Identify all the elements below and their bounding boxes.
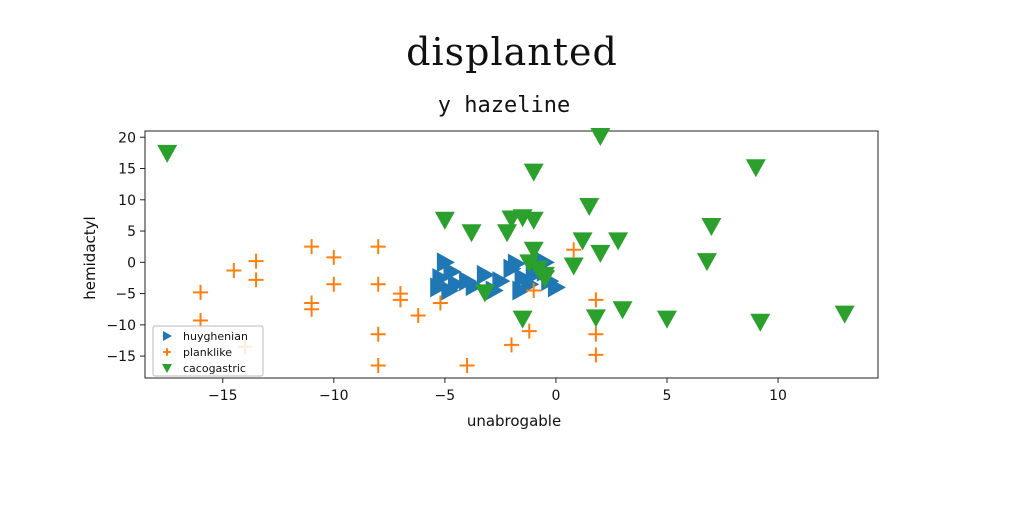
cacogastric-point [563,257,584,276]
planklike-point [304,239,320,255]
huyghenian-point [476,264,495,285]
cacogastric-point [590,244,611,263]
x-tick-label: 5 [663,388,672,404]
y-tick-label: 15 [118,162,136,178]
y-tick-label: 5 [127,224,136,240]
legend-label: huyghenian [183,330,248,343]
cacogastric-point [585,309,606,328]
planklike-point [304,301,320,317]
cacogastric-point [608,232,629,251]
planklike-point [370,276,386,292]
huyghenian-point [547,277,566,298]
planklike-point [248,272,264,288]
planklike-point [504,337,519,353]
planklike-point [326,276,342,292]
cacogastric-point [750,313,771,332]
planklike-point [588,347,604,363]
legend-label: planklike [183,346,232,359]
planklike-point [226,262,242,278]
y-axis-label: hemidactyl [81,216,99,299]
cacogastric-point [656,310,677,329]
x-tick-label: −5 [435,388,456,404]
legend-box [152,325,264,377]
legend-label: cacogastric [183,362,246,375]
cacogastric-point [523,211,544,230]
planklike-point [459,357,475,373]
planklike-point [410,307,426,323]
cacogastric-point [612,301,633,320]
huyghenian-point [512,280,531,301]
x-tick-label: −10 [319,388,349,404]
cacogastric-point [523,163,544,182]
legend-marker-planklike [163,348,171,356]
huyghenian-point [441,280,460,301]
legend-marker-cacogastric [162,364,172,373]
cacogastric-point [579,198,600,217]
y-tick-label: −15 [106,349,136,365]
plot-area: −15 −10 −5 0 5 10 −15 −10 −5 0 5 10 15 20 huyghenian pl… [106,128,879,404]
planklike-point [370,326,386,342]
cacogastric-point [523,241,544,260]
cacogastric-point [519,254,540,273]
planklike-point [370,357,386,373]
cacogastric-point [474,284,495,303]
planklike-point [193,284,209,300]
planklike-point [526,282,542,298]
y-tick-label: −10 [106,318,136,334]
cacogastric-point [701,218,722,237]
huyghenian-point [465,276,484,297]
cacogastric-point [745,159,766,178]
planklike-point [566,242,582,258]
planklike-point [370,239,386,255]
cacogastric-point [497,224,518,243]
x-tick-label: −15 [208,388,238,404]
cacogastric-point [834,305,855,324]
planklike-point [432,295,448,311]
cacogastric-point [434,211,455,230]
cacogastric-point [572,232,593,251]
y-tick-label: −5 [115,287,136,303]
y-tick-label: 10 [118,193,136,209]
planklike-point [392,292,408,308]
chart-title: y hazeline [438,93,570,118]
planklike-point [521,323,537,339]
legend-marker-huyghenian [163,331,172,341]
x-tick-label: 10 [769,388,787,404]
y-tick-label: 0 [127,255,136,271]
planklike-point [193,312,209,328]
cacogastric-point [157,144,178,163]
y-tick-label: 20 [118,130,136,146]
huyghenian-point [430,277,449,298]
huyghenian-point [436,252,455,273]
figure-suptitle: displanted [406,30,618,74]
cacogastric-point [512,310,533,329]
x-axis-label: unabrogable [467,412,561,430]
huyghenian-point [492,271,511,292]
planklike-point [588,292,604,308]
cacogastric-point [534,269,555,288]
x-tick-label: 0 [551,388,560,404]
planklike-point [248,253,264,269]
cacogastric-point [461,224,482,243]
cacogastric-point [590,128,611,147]
huyghenian-point [507,253,526,274]
planklike-point [588,326,604,342]
cacogastric-point [696,253,717,272]
planklike-point [326,249,342,265]
